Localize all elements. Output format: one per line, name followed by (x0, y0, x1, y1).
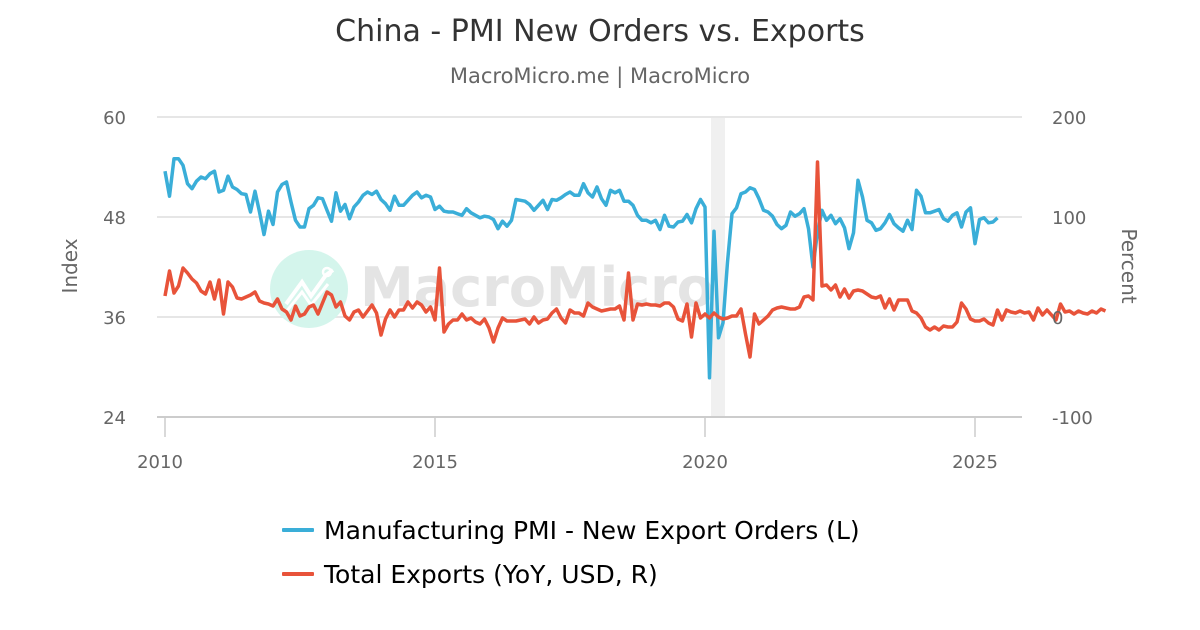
y-right-tick: 200 (1052, 108, 1086, 129)
watermark: MacroMicro (270, 250, 714, 328)
x-tick: 2025 (952, 452, 998, 473)
y-left-tick: 24 (103, 408, 126, 429)
line-total-exports-yoy (163, 160, 1107, 359)
y-right-tick: 0 (1052, 308, 1063, 329)
x-tick: 2015 (412, 452, 458, 473)
chart-title: China - PMI New Orders vs. Exports (335, 14, 865, 49)
y-right-tick: -100 (1052, 408, 1093, 429)
x-tick: 2010 (137, 452, 183, 473)
x-tick: 2020 (682, 452, 728, 473)
y-left-tick: 60 (103, 108, 126, 129)
y-left-tick: 48 (103, 208, 126, 229)
legend-label: Total Exports (YoY, USD, R) (324, 559, 658, 589)
shaded-region (711, 117, 725, 417)
y-left-tick: 36 (103, 308, 126, 329)
y-right-tick: 100 (1052, 208, 1086, 229)
legend-swatch-pmi-icon (282, 528, 314, 532)
y-right-axis-title: Percent (1117, 228, 1141, 303)
watermark-logo-icon (270, 250, 348, 328)
legend-label: Manufacturing PMI - New Export Orders (L… (324, 515, 860, 545)
chart-subtitle: MacroMicro.me | MacroMicro (449, 64, 751, 88)
legend-item-pmi[interactable]: Manufacturing PMI - New Export Orders (L… (282, 508, 860, 552)
line-pmi-new-export-orders (163, 156, 999, 380)
watermark-text: MacroMicro (360, 256, 714, 319)
legend: Manufacturing PMI - New Export Orders (L… (282, 508, 860, 596)
y-left-axis-title: Index (58, 238, 82, 293)
legend-swatch-exports-icon (282, 572, 314, 576)
legend-item-exports[interactable]: Total Exports (YoY, USD, R) (282, 552, 860, 596)
x-axis-ticks (164, 417, 976, 437)
